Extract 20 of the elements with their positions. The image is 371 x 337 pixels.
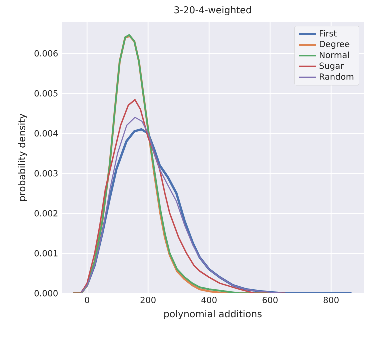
y-tick-label: 0.001 — [34, 250, 58, 257]
chart-title: 3-20-4-weighted — [174, 6, 252, 16]
y-tick-label: 0.004 — [34, 130, 58, 137]
y-tick-label: 0.006 — [34, 50, 58, 57]
legend-label: First — [320, 30, 337, 37]
x-tick-label: 200 — [140, 297, 156, 304]
legend-label: Random — [320, 73, 354, 80]
y-axis-title: probability density — [18, 114, 28, 201]
x-axis-title: polynomial additions — [164, 310, 262, 320]
legend-label: Normal — [320, 52, 350, 58]
x-tick-label: 400 — [202, 297, 217, 304]
legend-label: Degree — [320, 41, 350, 50]
x-tick-label: 800 — [324, 297, 339, 304]
y-tick-label: 0.000 — [34, 290, 58, 297]
y-tick-label: 0.005 — [34, 90, 58, 97]
x-tick-label: 600 — [262, 297, 278, 304]
x-tick-label: 0 — [85, 297, 90, 304]
y-tick-label: 0.002 — [34, 210, 58, 217]
y-tick-label: 0.003 — [34, 170, 58, 177]
legend-label: Sugar — [320, 62, 344, 71]
